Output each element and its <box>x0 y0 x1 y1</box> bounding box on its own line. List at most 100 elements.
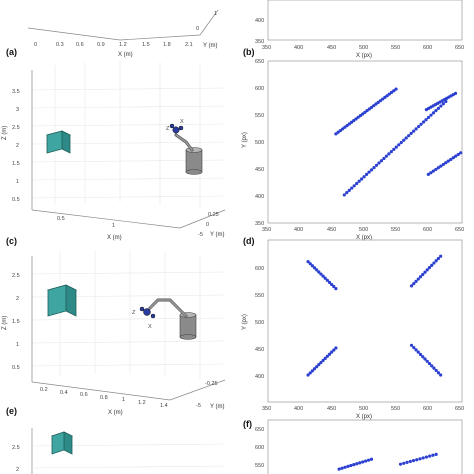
h-point-s1-8 <box>424 455 429 459</box>
f-point-s1-7 <box>425 268 429 272</box>
h-point-s0-3 <box>346 464 350 469</box>
h-point-s1-11 <box>434 452 438 456</box>
c-zlabel: Z (m) <box>2 126 8 140</box>
f-xtick-4: 550 <box>391 406 400 412</box>
a-xlabel: X (m) <box>118 52 133 58</box>
c-ytick-1: 0 <box>206 222 209 228</box>
c-cube <box>45 130 72 154</box>
d-point-s0-8 <box>352 119 356 123</box>
e-cube <box>46 284 78 317</box>
d-point-s2-18 <box>387 152 391 156</box>
d-point-s0-20 <box>378 99 383 103</box>
e-ztick-3: 1 <box>16 342 19 348</box>
h-point-s1-1 <box>402 461 406 465</box>
f-xtick-2: 450 <box>327 406 336 412</box>
e-xtick-1: 0.4 <box>60 390 68 396</box>
d-ytick-650: 650 <box>255 59 264 65</box>
d-point-s3-9 <box>449 157 453 162</box>
e-xtick-4: 1 <box>122 397 125 403</box>
a-ylabel: Y (m) <box>203 43 218 49</box>
d-ylabel: Y (px) <box>242 132 248 148</box>
c-robot-arm: Z X <box>166 119 194 152</box>
d-point-s0-3 <box>340 127 345 131</box>
d-xtick-3: 500 <box>359 227 368 233</box>
g-ztick-1: 2 <box>16 467 19 473</box>
f-point-s2-12 <box>332 348 336 352</box>
f-point-s3-8 <box>427 361 432 366</box>
f-ytick-600: 600 <box>255 266 264 272</box>
c-ztick-1: 3 <box>16 107 19 113</box>
f-point-s3-10 <box>432 366 436 370</box>
f-point-s2-2 <box>310 369 314 373</box>
f-xlabel: X (px) <box>356 414 372 420</box>
f-point-s0-12 <box>332 284 336 289</box>
d-point-s2-30 <box>416 124 421 129</box>
f-point-s3-4 <box>418 352 423 357</box>
d-plot-frame <box>267 60 463 224</box>
c-ztick-6: 0.5 <box>12 197 20 203</box>
panel-f-label: (f) <box>243 419 252 429</box>
b-ytick-400: 400 <box>255 18 264 24</box>
d-point-s2-14 <box>377 161 381 165</box>
c-xtick-1: 1 <box>112 223 115 229</box>
d-xtick-0: 350 <box>262 227 271 233</box>
d-point-s2-26 <box>407 134 411 138</box>
d-point-s2-41 <box>444 99 448 104</box>
f-point-s3-7 <box>425 359 429 363</box>
d-point-s2-6 <box>357 179 361 183</box>
b-xtick-6: 650 <box>455 45 464 51</box>
d-point-s2-23 <box>399 140 403 145</box>
d-point-s2-39 <box>439 104 443 108</box>
f-point-s0-4 <box>315 268 319 272</box>
f-point-s1-11 <box>434 259 438 263</box>
d-point-s0-23 <box>385 94 389 98</box>
d-point-s2-33 <box>424 118 428 122</box>
e-ytick-1: -5 <box>196 403 201 409</box>
panel-c-label: (c) <box>6 236 17 246</box>
e-robot-arm: Z X <box>132 298 188 330</box>
h-point-s0-6 <box>355 462 359 466</box>
d-point-s2-25 <box>404 136 408 140</box>
c-ztick-4: 1.5 <box>12 161 20 167</box>
d-ytick-350: 350 <box>255 221 264 227</box>
d-point-s0-19 <box>376 100 380 104</box>
b-xtick-4: 550 <box>391 45 400 51</box>
d-ytick-550: 550 <box>255 113 264 119</box>
d-point-s3-11 <box>454 154 458 158</box>
panel-f-scatter: 600 550 500 450 400 350 400 450 500 550 … <box>242 239 464 420</box>
a-xtick-0: 0 <box>34 42 37 48</box>
f-point-s1-1 <box>412 282 416 286</box>
g-cube <box>50 431 74 455</box>
f-point-s1-13 <box>439 254 443 258</box>
d-point-s3-12 <box>456 152 460 157</box>
d-point-s3-13 <box>459 151 463 155</box>
c-xlabel: X (m) <box>107 235 122 241</box>
a-ytick-0: 0 <box>196 26 199 32</box>
panel-a-3d-axes: 0 0.3 0.6 0.9 1.2 1.5 1.8 2.1 0 1 X (m) … <box>6 9 219 58</box>
b-xtick-3: 500 <box>359 45 368 51</box>
b-xlabel: X (px) <box>356 53 372 59</box>
d-point-s2-22 <box>397 143 401 147</box>
h-point-s0-9 <box>363 459 368 463</box>
d-point-s0-5 <box>345 124 349 128</box>
h-points <box>337 452 438 471</box>
h-point-s1-5 <box>415 458 419 462</box>
f-point-s2-4 <box>315 365 319 369</box>
f-ylabel: Y (px) <box>242 314 248 330</box>
d-point-s3-5 <box>439 164 443 168</box>
h-point-s1-7 <box>421 456 425 460</box>
f-ytick-550: 550 <box>255 293 264 299</box>
f-point-s2-11 <box>330 350 334 354</box>
d-xtick-5: 600 <box>423 227 432 233</box>
panel-g-3d-partial: 2.5 2 (f) <box>12 419 252 474</box>
e-xlabel: X (m) <box>108 410 123 416</box>
d-point-s2-38 <box>436 106 440 110</box>
h-point-s1-2 <box>405 460 409 464</box>
f-point-s3-3 <box>416 350 420 354</box>
a-xtick-4: 1.2 <box>119 42 127 48</box>
d-point-s3-7 <box>444 161 448 165</box>
h-point-s0-4 <box>349 463 353 468</box>
d-point-s0-16 <box>369 105 374 109</box>
d-point-s0-4 <box>343 125 347 129</box>
d-point-s0-14 <box>365 109 369 113</box>
